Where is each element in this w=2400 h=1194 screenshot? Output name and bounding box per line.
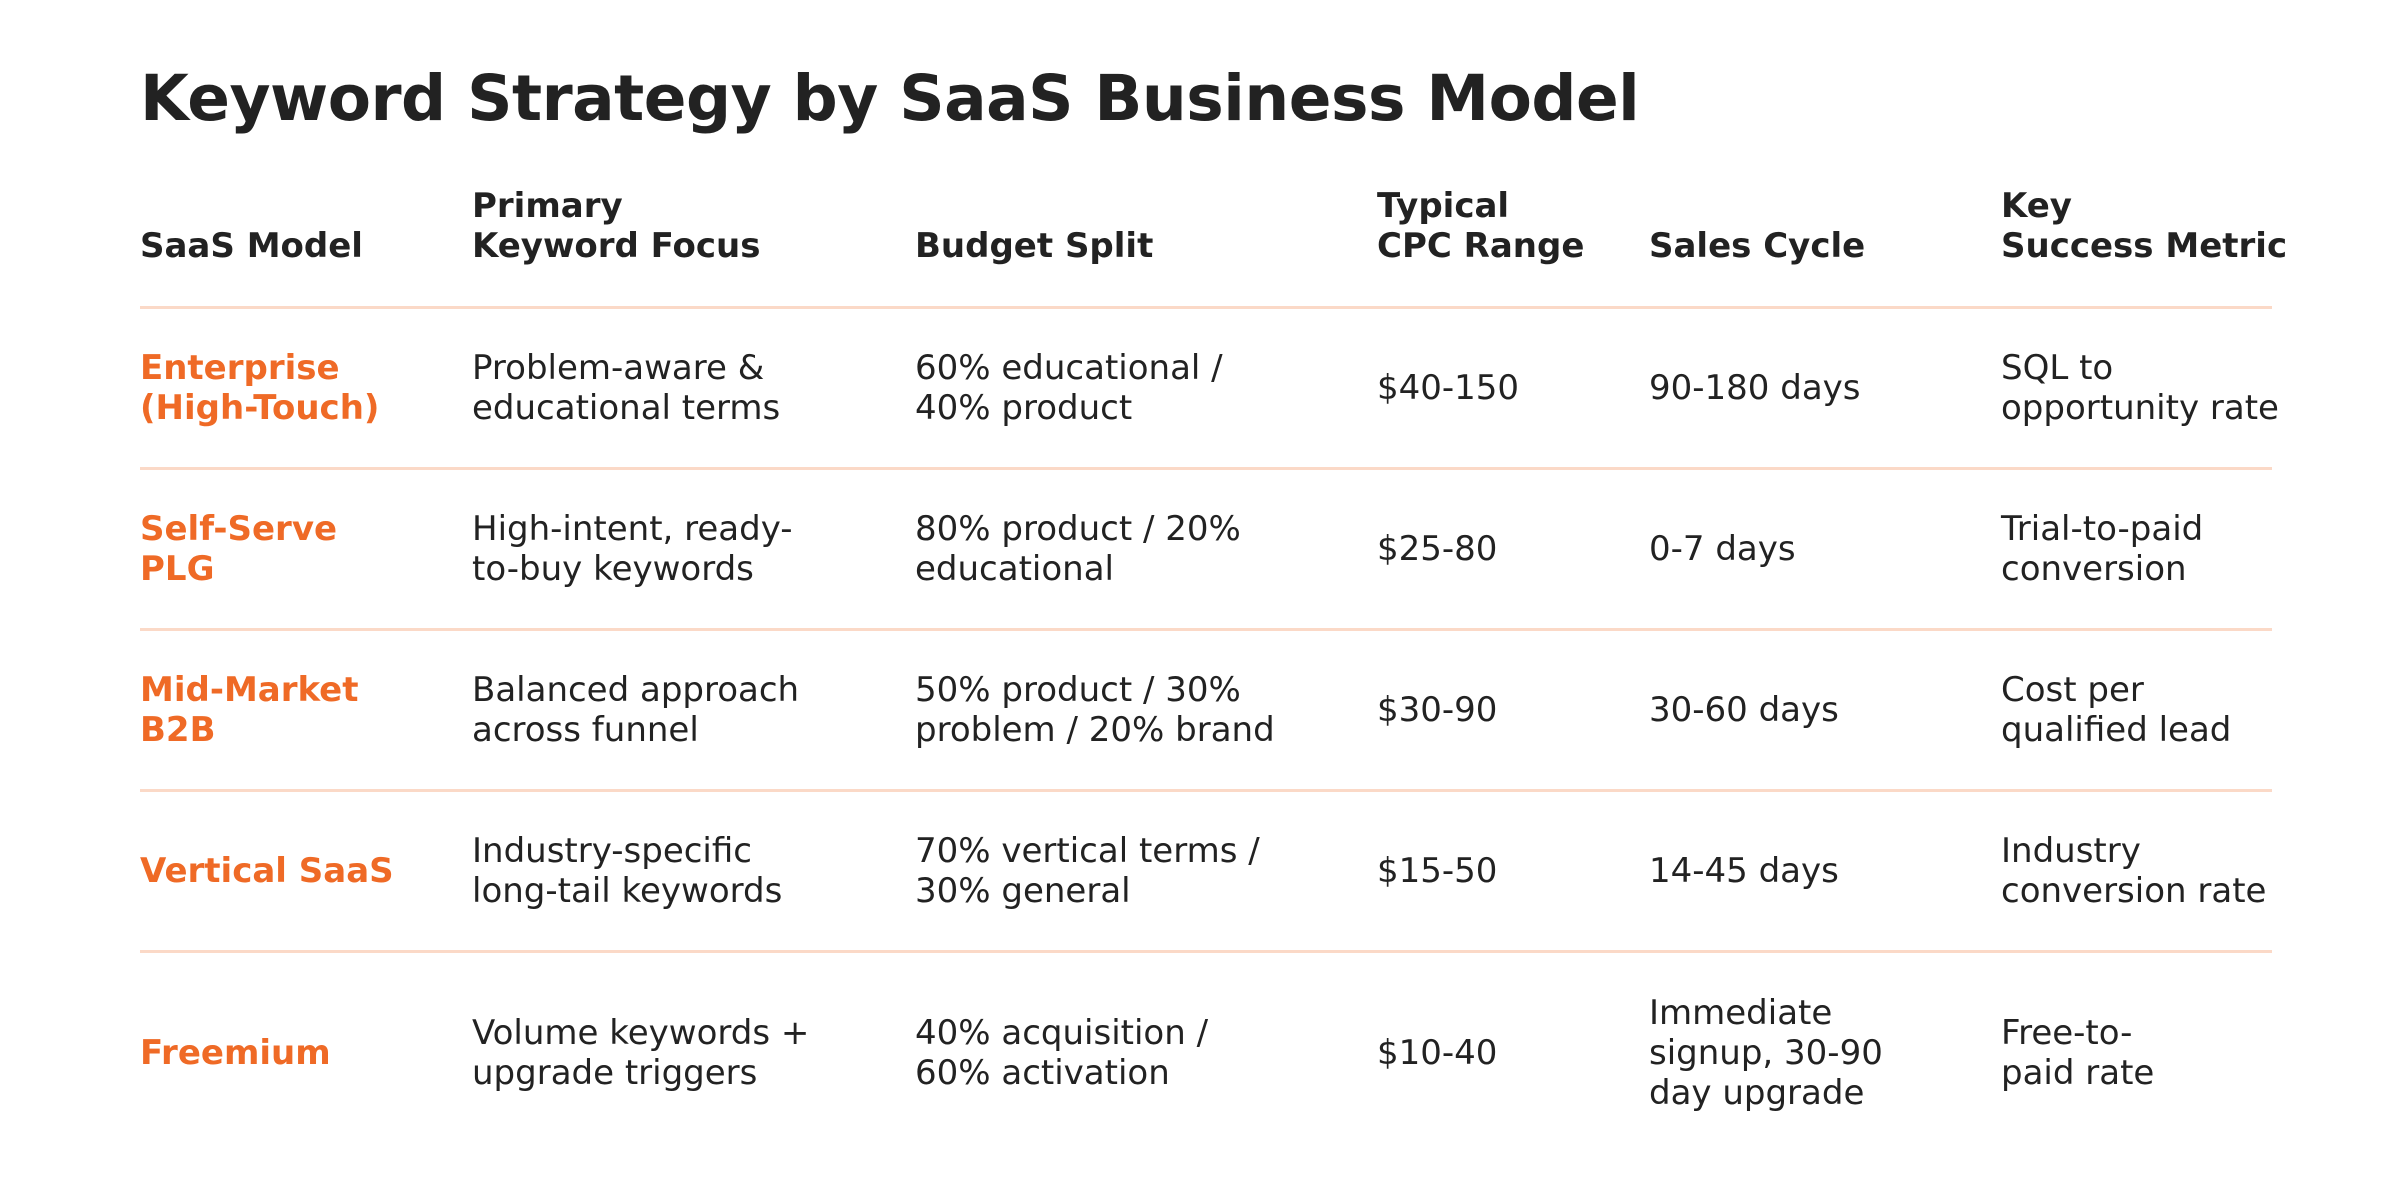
- table-row: Vertical SaaS Industry-specific long-tai…: [140, 790, 2272, 953]
- row-keyword-focus: High-intent, ready- to-buy keywords: [472, 468, 915, 631]
- row-saas-model: Freemium: [140, 1032, 331, 1073]
- header-typical-cpc-range: Typical CPC Range: [1377, 180, 1649, 309]
- row-sales-cycle: 90-180 days: [1649, 307, 2001, 470]
- row-budget-split: 60% educational / 40% product: [915, 307, 1377, 470]
- row-budget-split: 80% product / 20% educational: [915, 468, 1377, 631]
- row-success-metric: Industry conversion rate: [2001, 790, 2272, 953]
- header-primary-keyword-focus: Primary Keyword Focus: [472, 180, 915, 309]
- header-key-success-metric: Key Success Metric: [2001, 180, 2287, 309]
- row-success-metric: Cost per qualified lead: [2001, 629, 2272, 792]
- row-budget-split: 70% vertical terms / 30% general: [915, 790, 1377, 953]
- row-sales-cycle: Immediate signup, 30-90 day upgrade: [1649, 992, 1883, 1113]
- row-cpc-range: $30-90: [1377, 629, 1649, 792]
- row-saas-model: Enterprise (High-Touch): [140, 307, 472, 470]
- row-sales-cycle: 14-45 days: [1649, 790, 2001, 953]
- row-keyword-focus: Industry-specific long-tail keywords: [472, 790, 915, 953]
- row-success-metric: Free-to- paid rate: [2001, 1012, 2155, 1093]
- table-row: Freemium Volume keywords + upgrade trigg…: [140, 951, 2272, 1153]
- header-saas-model: SaaS Model: [140, 180, 472, 309]
- row-keyword-focus: Problem-aware & educational terms: [472, 307, 915, 470]
- table-header-row: SaaS Model Primary Keyword Focus Budget …: [140, 180, 2287, 309]
- page-title: Keyword Strategy by SaaS Business Model: [140, 62, 1640, 135]
- strategy-table: SaaS Model Primary Keyword Focus Budget …: [140, 180, 2287, 1153]
- row-success-metric: Trial-to-paid conversion: [2001, 468, 2272, 631]
- header-sales-cycle: Sales Cycle: [1649, 180, 2001, 309]
- row-saas-model: Self-Serve PLG: [140, 468, 472, 631]
- row-sales-cycle: 0-7 days: [1649, 468, 2001, 631]
- header-budget-split: Budget Split: [915, 180, 1377, 309]
- row-cpc-range: $40-150: [1377, 307, 1649, 470]
- row-sales-cycle: 30-60 days: [1649, 629, 2001, 792]
- row-budget-split: 40% acquisition / 60% activation: [915, 1012, 1209, 1093]
- row-keyword-focus: Balanced approach across funnel: [472, 629, 915, 792]
- row-cpc-range: $10-40: [1377, 1032, 1498, 1073]
- row-cpc-range: $25-80: [1377, 468, 1649, 631]
- table-row: Mid-Market B2B Balanced approach across …: [140, 629, 2272, 792]
- table-row: Enterprise (High-Touch) Problem-aware & …: [140, 307, 2279, 470]
- row-cpc-range: $15-50: [1377, 790, 1649, 953]
- table-row: Self-Serve PLG High-intent, ready- to-bu…: [140, 468, 2272, 631]
- row-saas-model: Vertical SaaS: [140, 790, 472, 953]
- row-budget-split: 50% product / 30% problem / 20% brand: [915, 629, 1377, 792]
- row-saas-model: Mid-Market B2B: [140, 629, 472, 792]
- row-success-metric: SQL to opportunity rate: [2001, 307, 2279, 470]
- row-keyword-focus: Volume keywords + upgrade triggers: [472, 1012, 810, 1093]
